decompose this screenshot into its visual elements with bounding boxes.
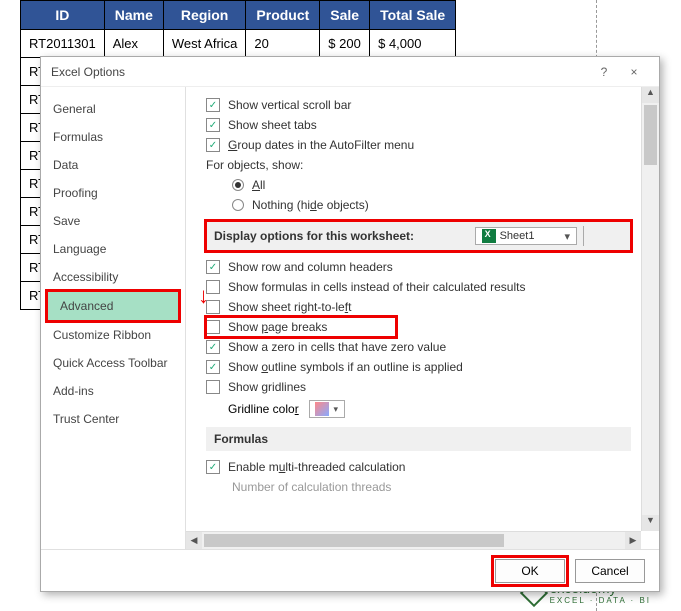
- table-row: RT2011301 Alex West Africa 20 $ 200 $ 4,…: [21, 30, 456, 58]
- ok-button[interactable]: OK: [495, 559, 565, 583]
- nav-accessibility[interactable]: Accessibility: [41, 263, 185, 291]
- radio-all[interactable]: [232, 179, 244, 191]
- nav-addins[interactable]: Add-ins: [41, 377, 185, 405]
- content-vertical-scrollbar[interactable]: ▲▼: [641, 87, 659, 531]
- lbl-nothing: Nothing (hide objects): [252, 198, 369, 212]
- worksheet-selector-extra[interactable]: [583, 226, 623, 246]
- chk-headers[interactable]: ✓: [206, 260, 220, 274]
- section-formulas: Formulas: [206, 427, 631, 451]
- nav-advanced[interactable]: Advanced: [48, 292, 178, 320]
- lbl-rtl: Show sheet right-to-left: [228, 300, 351, 314]
- col-total: Total Sale: [370, 1, 456, 30]
- worksheet-selector[interactable]: Sheet1▾: [475, 227, 577, 245]
- nav-formulas[interactable]: Formulas: [41, 123, 185, 151]
- color-icon: [315, 402, 329, 416]
- lbl-tabs: Show sheet tabs: [228, 118, 317, 132]
- dialog-title: Excel Options: [51, 65, 589, 79]
- excel-icon: [482, 229, 496, 243]
- nav-proofing[interactable]: Proofing: [41, 179, 185, 207]
- nav-save[interactable]: Save: [41, 207, 185, 235]
- chk-tabs[interactable]: ✓: [206, 118, 220, 132]
- lbl-zero: Show a zero in cells that have zero valu…: [228, 340, 446, 354]
- lbl-groupdates: Group dates in the AutoFilter menu: [228, 138, 414, 152]
- chk-vscroll[interactable]: ✓: [206, 98, 220, 112]
- close-button[interactable]: ×: [619, 65, 649, 79]
- cancel-button[interactable]: Cancel: [575, 559, 645, 583]
- lbl-outline: Show outline symbols if an outline is ap…: [228, 360, 463, 374]
- lbl-headers: Show row and column headers: [228, 260, 393, 274]
- table-header-row: ID Name Region Product Sale Total Sale: [21, 1, 456, 30]
- col-name: Name: [104, 1, 163, 30]
- dialog-footer: OK Cancel: [41, 549, 659, 591]
- lbl-multithread: Enable multi-threaded calculation: [228, 460, 405, 474]
- help-button[interactable]: ?: [589, 65, 619, 79]
- lbl-gridcolor: Gridline color: [228, 402, 299, 416]
- excel-options-dialog: Excel Options ? × General Formulas Data …: [40, 56, 660, 592]
- options-content: ✓ Show vertical scroll bar ✓ Show sheet ta…: [186, 87, 659, 549]
- lbl-forobjects: For objects, show:: [206, 158, 303, 172]
- col-region: Region: [163, 1, 246, 30]
- col-id: ID: [21, 1, 105, 30]
- content-horizontal-scrollbar[interactable]: ◀▶: [186, 531, 641, 549]
- col-sale: Sale: [320, 1, 370, 30]
- nav-qat[interactable]: Quick Access Toolbar: [41, 349, 185, 377]
- nav-general[interactable]: General: [41, 95, 185, 123]
- nav-trust-center[interactable]: Trust Center: [41, 405, 185, 433]
- nav-data[interactable]: Data: [41, 151, 185, 179]
- gridline-color-picker[interactable]: ▾: [309, 400, 345, 418]
- lbl-all: All: [252, 178, 265, 192]
- lbl-gridlines: Show gridlines: [228, 380, 306, 394]
- chk-gridlines[interactable]: [206, 380, 220, 394]
- dialog-titlebar: Excel Options ? ×: [41, 57, 659, 87]
- annotation-arrow-icon: ↓: [198, 283, 209, 309]
- lbl-threads-cut: Number of calculation threads: [232, 480, 391, 494]
- chk-pagebreaks[interactable]: [206, 320, 220, 334]
- chk-zero[interactable]: ✓: [206, 340, 220, 354]
- section-worksheet-display: Display options for this worksheet: Shee…: [206, 221, 631, 251]
- options-nav: General Formulas Data Proofing Save Lang…: [41, 87, 186, 549]
- col-product: Product: [246, 1, 320, 30]
- chk-groupdates[interactable]: ✓: [206, 138, 220, 152]
- section-worksheet-label: Display options for this worksheet:: [214, 229, 414, 243]
- lbl-show-formulas: Show formulas in cells instead of their …: [228, 280, 525, 294]
- lbl-vscroll: Show vertical scroll bar: [228, 98, 351, 112]
- nav-language[interactable]: Language: [41, 235, 185, 263]
- radio-nothing[interactable]: [232, 199, 244, 211]
- chk-multithread[interactable]: ✓: [206, 460, 220, 474]
- lbl-pagebreaks: Show page breaks: [228, 320, 327, 334]
- nav-customize-ribbon[interactable]: Customize Ribbon: [41, 321, 185, 349]
- chk-outline[interactable]: ✓: [206, 360, 220, 374]
